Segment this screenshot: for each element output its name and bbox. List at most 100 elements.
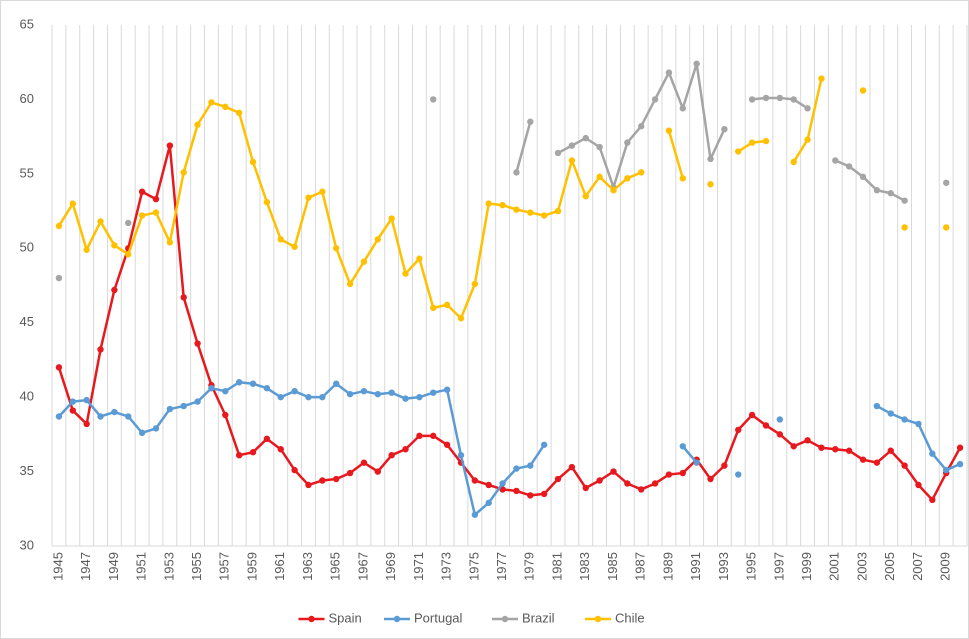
data-point [901, 462, 908, 469]
data-point [776, 416, 784, 423]
data-point [513, 465, 520, 472]
data-point [790, 158, 797, 166]
data-point [83, 420, 90, 428]
data-point [180, 294, 187, 301]
data-point [249, 158, 257, 166]
data-point [943, 224, 950, 231]
data-point [818, 444, 825, 451]
data-point [360, 459, 368, 466]
data-point [901, 416, 908, 423]
x-tick-label: 1965 [328, 552, 343, 581]
data-point [402, 446, 409, 453]
data-point [69, 398, 76, 405]
x-tick-label: 1955 [189, 552, 204, 581]
data-point [901, 224, 908, 231]
data-point [346, 390, 354, 398]
data-point [651, 480, 659, 487]
data-point [443, 441, 451, 448]
data-point [111, 286, 118, 294]
data-point [333, 380, 340, 387]
data-point [430, 389, 437, 396]
data-point [125, 413, 132, 420]
data-point [152, 425, 160, 432]
x-tick-label: 1999 [799, 552, 814, 581]
data-point [97, 413, 104, 420]
data-point [263, 435, 271, 443]
data-point [748, 411, 756, 419]
data-point [457, 451, 465, 459]
data-point [277, 446, 284, 453]
data-point [416, 393, 423, 401]
data-point [624, 480, 631, 487]
data-point [222, 411, 229, 419]
data-point [208, 385, 215, 392]
data-point [527, 462, 534, 469]
data-point [859, 456, 867, 463]
data-point [443, 386, 451, 393]
data-point [485, 481, 492, 489]
data-point [859, 173, 867, 181]
data-point [901, 197, 908, 204]
legend-label: Spain [329, 610, 362, 625]
data-point [457, 315, 465, 322]
data-point [166, 239, 174, 246]
data-point [485, 499, 492, 507]
data-point [596, 477, 603, 484]
data-point [859, 87, 867, 94]
x-tick-label: 1959 [244, 552, 259, 581]
data-point [596, 143, 603, 151]
data-point [194, 398, 201, 405]
data-point [360, 387, 368, 395]
data-point [513, 206, 520, 213]
data-point [527, 492, 534, 499]
data-point [651, 96, 659, 103]
data-point [319, 393, 326, 401]
data-point [402, 395, 409, 402]
data-point [249, 380, 257, 387]
y-tick-label: 50 [20, 240, 34, 255]
data-point [956, 460, 964, 468]
data-point [416, 255, 423, 262]
data-point [693, 60, 700, 67]
legend-label: Portugal [414, 610, 463, 625]
data-point [721, 462, 728, 469]
data-point [374, 390, 381, 398]
data-point [55, 274, 63, 282]
x-tick-label: 2009 [938, 552, 953, 581]
data-point [707, 475, 714, 483]
data-point [499, 201, 506, 209]
data-point [291, 466, 298, 474]
data-point [305, 481, 312, 489]
data-point [360, 258, 368, 265]
data-point [748, 96, 756, 103]
x-tick-label: 1997 [771, 552, 786, 581]
x-tick-label: 1985 [605, 552, 620, 581]
x-tick-label: 1979 [522, 552, 537, 581]
data-point [388, 451, 395, 459]
data-point [818, 75, 825, 82]
data-point [679, 175, 686, 182]
data-point [832, 157, 839, 164]
data-point [554, 149, 562, 157]
data-point [956, 444, 964, 451]
data-point [596, 173, 603, 181]
data-point [319, 477, 326, 484]
data-point [693, 459, 700, 466]
data-point [55, 222, 63, 230]
x-tick-label: 1971 [411, 552, 426, 581]
y-tick-label: 35 [20, 463, 34, 478]
data-point [125, 219, 132, 227]
y-tick-label: 45 [20, 314, 34, 329]
data-point [638, 486, 645, 493]
data-point [554, 475, 562, 483]
data-point [513, 487, 520, 495]
data-point [527, 118, 534, 125]
data-point [929, 450, 936, 457]
data-point [471, 280, 479, 288]
data-point [97, 218, 104, 225]
data-point [291, 243, 298, 250]
x-tick-label: 1989 [660, 552, 675, 581]
x-tick-label: 2007 [910, 552, 925, 581]
x-tick-label: 1945 [50, 552, 65, 581]
data-point [125, 251, 132, 258]
